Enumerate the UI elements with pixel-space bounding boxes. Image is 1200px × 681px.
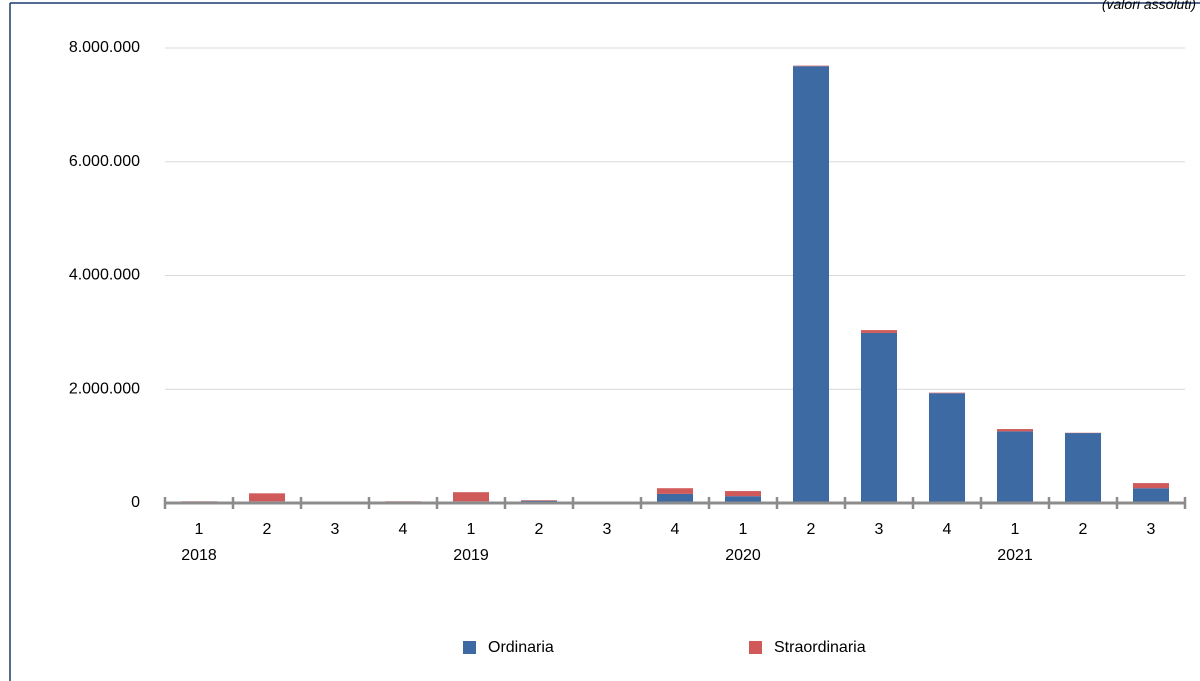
x-tick-label: 1 (1011, 521, 1020, 538)
bar-segment (520, 500, 558, 501)
y-tick-label: 4.000.000 (69, 267, 140, 284)
bar-segment (860, 332, 898, 503)
y-tick-label: 8.000.000 (69, 39, 140, 56)
y-tick-label: 2.000.000 (69, 380, 140, 397)
x-tick-label: 3 (603, 521, 612, 538)
bar-segment (1132, 488, 1170, 503)
legend-swatch (463, 641, 476, 654)
y-tick-label: 6.000.000 (69, 153, 140, 170)
x-tick-label: 2 (1079, 521, 1088, 538)
bar-segment (248, 493, 286, 502)
x-group-label: 2021 (997, 547, 1033, 564)
x-tick-label: 2 (535, 521, 544, 538)
x-tick-label: 4 (943, 521, 952, 538)
y-tick-label: 0 (131, 494, 140, 511)
x-tick-label: 4 (399, 521, 408, 538)
bar-segment (1064, 433, 1102, 503)
legend-swatch (749, 641, 762, 654)
bar-segment (724, 496, 762, 503)
bar-segment (792, 66, 830, 503)
bar-segment (996, 429, 1034, 432)
x-tick-label: 3 (1147, 521, 1156, 538)
bar-segment (792, 65, 830, 67)
bar-segment (656, 488, 694, 494)
bar-segment (452, 492, 490, 502)
bar-segment (928, 392, 966, 394)
x-group-label: 2019 (453, 547, 489, 564)
x-tick-label: 2 (807, 521, 816, 538)
x-group-label: 2020 (725, 547, 761, 564)
legend-label: Straordinaria (774, 639, 866, 656)
bar-segment (860, 330, 898, 333)
x-tick-label: 3 (875, 521, 884, 538)
x-tick-label: 4 (671, 521, 680, 538)
note: (valori assoluti) (1102, 0, 1196, 12)
legend-label: Ordinaria (488, 639, 554, 656)
x-group-label: 2018 (181, 547, 217, 564)
bar-segment (724, 491, 762, 497)
bar-segment (928, 393, 966, 503)
x-tick-label: 2 (263, 521, 272, 538)
x-tick-label: 1 (739, 521, 748, 538)
x-tick-label: 1 (195, 521, 204, 538)
bar-segment (1132, 483, 1170, 489)
bar-segment (996, 431, 1034, 503)
x-tick-label: 3 (331, 521, 340, 538)
bar-segment (656, 493, 694, 503)
x-tick-label: 1 (467, 521, 476, 538)
